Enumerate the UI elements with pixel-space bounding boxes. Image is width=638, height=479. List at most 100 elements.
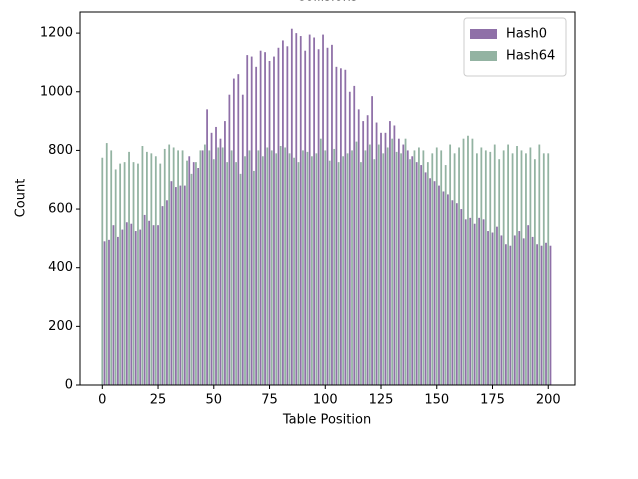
- bar: [246, 55, 249, 385]
- bar: [351, 150, 353, 385]
- bar: [241, 94, 244, 386]
- bar: [188, 156, 191, 385]
- bar: [366, 115, 369, 385]
- bar: [117, 236, 119, 385]
- bar: [420, 165, 423, 385]
- bar: [422, 150, 425, 385]
- x-tick-label: 100: [313, 393, 338, 408]
- bar: [507, 144, 509, 385]
- bar: [157, 225, 159, 385]
- legend-label: Hash0: [506, 27, 547, 42]
- bar: [311, 156, 313, 385]
- bar: [404, 138, 407, 385]
- bar: [453, 153, 456, 385]
- x-tick-label: 0: [98, 393, 106, 408]
- bar: [373, 159, 376, 385]
- bar: [504, 244, 507, 385]
- bar: [395, 151, 398, 385]
- bar: [183, 185, 186, 385]
- bar: [406, 150, 409, 385]
- bar: [239, 173, 242, 385]
- bar: [253, 170, 255, 385]
- bar: [101, 157, 104, 385]
- bar: [219, 138, 222, 385]
- bar: [208, 150, 211, 385]
- bar: [357, 109, 360, 385]
- bar: [344, 69, 347, 386]
- bar: [484, 150, 487, 385]
- bar: [348, 91, 351, 385]
- bar: [337, 162, 340, 385]
- bar: [335, 66, 338, 385]
- bar: [531, 236, 534, 385]
- bar: [493, 144, 496, 385]
- bar: [536, 244, 538, 385]
- bar: [308, 34, 311, 385]
- bar: [137, 163, 139, 385]
- bar: [500, 235, 503, 385]
- bar: [418, 147, 420, 385]
- bar: [297, 162, 300, 385]
- bar: [331, 44, 333, 385]
- x-tick-label: 50: [206, 393, 223, 408]
- bar: [306, 151, 309, 385]
- bar: [224, 121, 226, 386]
- bar: [469, 217, 472, 385]
- bar: [186, 160, 188, 385]
- bar: [210, 132, 213, 385]
- bar: [212, 159, 215, 385]
- bar: [221, 147, 224, 385]
- bar: [384, 132, 387, 385]
- bar: [400, 153, 402, 385]
- bar: [502, 150, 505, 385]
- legend: Hash0 Hash64: [463, 17, 567, 77]
- bar: [438, 185, 440, 385]
- bar: [237, 74, 240, 386]
- bar: [391, 138, 394, 385]
- bar: [451, 200, 454, 385]
- bar: [190, 173, 193, 385]
- legend-swatch: [470, 51, 497, 61]
- bar: [304, 50, 307, 385]
- bar: [290, 28, 293, 385]
- bar: [511, 153, 514, 385]
- bar: [476, 153, 478, 385]
- bar: [170, 181, 173, 385]
- bar: [128, 151, 130, 385]
- bar: [179, 185, 182, 385]
- bar: [275, 153, 278, 385]
- bar: [228, 94, 231, 386]
- bar: [516, 146, 518, 385]
- bar: [364, 150, 367, 385]
- bar: [163, 148, 166, 385]
- bar: [324, 150, 327, 385]
- bar: [328, 160, 331, 385]
- bar: [326, 47, 329, 386]
- bar: [168, 144, 171, 385]
- bar: [121, 229, 124, 385]
- bar: [415, 162, 418, 385]
- bar: [522, 238, 525, 385]
- bar: [172, 147, 175, 385]
- bar: [547, 153, 550, 385]
- bar: [518, 231, 521, 385]
- chart-title: Collisions: [296, 0, 357, 5]
- bar: [206, 109, 208, 385]
- bar: [353, 85, 356, 385]
- bar: [540, 245, 543, 385]
- bar: [455, 203, 458, 385]
- bar: [161, 206, 164, 385]
- bar: [424, 172, 427, 385]
- bar: [509, 245, 512, 385]
- bar: [203, 144, 206, 385]
- x-tick-label: 25: [150, 393, 167, 408]
- bar: [491, 232, 494, 385]
- bar: [489, 151, 492, 385]
- bar: [462, 138, 465, 385]
- legend-label: Hash64: [506, 49, 555, 64]
- bar: [482, 219, 485, 385]
- bar: [268, 60, 271, 385]
- bar: [192, 162, 195, 385]
- bar: [248, 150, 251, 385]
